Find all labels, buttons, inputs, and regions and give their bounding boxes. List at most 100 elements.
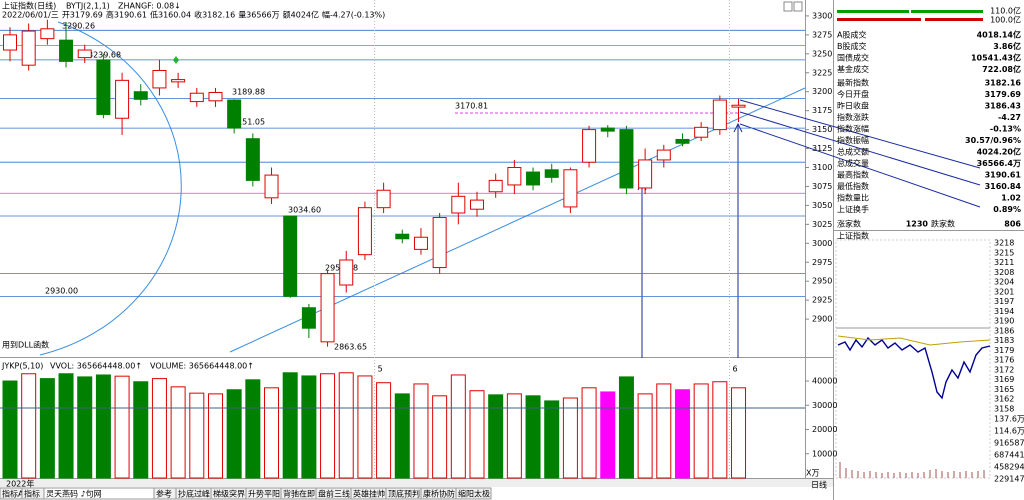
annotation: 3170.81: [455, 102, 488, 111]
mini-price-tick: 3158: [994, 404, 1014, 413]
y-tick-label: 3125: [812, 144, 832, 153]
y-tick-label: 3050: [812, 201, 832, 210]
indicator-value: ZHANGF: 0.08↓: [118, 2, 181, 11]
candle-body: [432, 217, 447, 269]
y-tick-label: 3150: [812, 125, 832, 134]
tab-label[interactable]: 康桥协防: [423, 489, 455, 499]
candle-body: [152, 69, 167, 89]
tab[interactable]: [455, 487, 492, 500]
breadth-label: 跌家数: [931, 219, 955, 229]
y-tick-label: 3275: [812, 30, 832, 39]
button[interactable]: [783, 1, 793, 12]
info-label: 指数涨跌: [837, 112, 869, 122]
mini-price-tick: 3176: [994, 356, 1014, 365]
y-tick-label: 40000: [812, 377, 837, 386]
mini-price-tick: 3194: [994, 307, 1014, 316]
volume-bar: [320, 373, 336, 479]
tab-label[interactable]: 抄底过峰: [178, 489, 210, 499]
info-value: 4024.20亿: [977, 147, 1021, 157]
candle-body: [115, 79, 130, 119]
breadth-value: 1230: [906, 220, 929, 229]
mini-price-tick: 3197: [994, 297, 1014, 306]
mini-title: 上证指数: [837, 231, 869, 241]
volume-bar: [151, 378, 167, 479]
info-label: 指数振幅: [837, 135, 869, 145]
volume-bar: [2, 380, 18, 479]
volume-bar: [264, 387, 280, 479]
volume-bar: [581, 387, 597, 479]
tab-label[interactable]: 灵天燕码 ♪句网: [46, 489, 102, 499]
candle-body: [339, 259, 354, 286]
candle-body: [171, 79, 186, 83]
candle-body: [320, 273, 335, 343]
chart-title: 上证指数(日线): [2, 1, 56, 11]
arrow-line: [739, 123, 981, 208]
amount-bar: [925, 18, 983, 21]
x-year-label: 2022年: [6, 479, 34, 489]
annotation: 3239.68: [88, 51, 121, 60]
y-tick-label: 2900: [812, 315, 832, 324]
candle-body: [3, 34, 17, 51]
volume-bar: [525, 395, 541, 479]
mini-price-tick: 3211: [994, 258, 1014, 267]
x-tick-label: 6: [733, 365, 738, 374]
candle-body: [245, 138, 260, 181]
tab-label[interactable]: 盘前三线: [318, 489, 350, 499]
volume-title: JYKP(5,10): [1, 362, 43, 371]
candle-body: [40, 28, 55, 40]
info-value: 3182.16: [985, 79, 1022, 88]
info-label: A股成交: [837, 30, 866, 40]
tab-label[interactable]: 升势平阳: [248, 489, 280, 499]
candle-body: [264, 174, 279, 199]
y-tick-label: 3300: [812, 11, 832, 20]
volume-bar: [189, 392, 205, 479]
info-value: 30.57/0.96%: [965, 136, 1021, 145]
mini-price-tick: 3204: [994, 278, 1014, 287]
candle-body: [77, 49, 92, 59]
candle-body: [488, 179, 503, 193]
volume-bar: [77, 376, 93, 479]
volume-bar: [39, 378, 55, 479]
mini-price-tick: 3172: [994, 365, 1014, 374]
info-value: 3.86亿: [993, 41, 1021, 51]
tab-label[interactable]: 梯级突界: [213, 489, 245, 499]
breadth-label: 涨家数: [837, 219, 861, 229]
tab-label[interactable]: 参考: [156, 489, 172, 499]
candle-body: [600, 127, 615, 132]
amount-bar-label: 110.0亿: [990, 6, 1021, 16]
mini-price-tick: 3190: [994, 317, 1014, 326]
candle-body: [675, 138, 690, 144]
info-label: 指数量比: [837, 193, 869, 203]
volume-bar: [95, 374, 111, 479]
mini-volume: [839, 462, 985, 478]
volume-subtitle: VVOL: 365664448.00↑: [50, 362, 142, 371]
candle-body: [582, 129, 597, 163]
scroll-strip: [0, 479, 833, 487]
mini-volume-tick: 229147: [994, 475, 1024, 484]
volume-bar: [357, 375, 373, 479]
y-tick-label: 2950: [812, 277, 832, 286]
mini-price-tick: 3169: [994, 375, 1014, 384]
tab-label[interactable]: 顶底预判: [388, 489, 420, 499]
tab-label[interactable]: 指标A: [2, 489, 24, 499]
y-tick-label: 10000: [812, 449, 837, 458]
y-tick-label: 3200: [812, 87, 832, 96]
volume-bar: [450, 374, 466, 479]
volume-bar: [245, 379, 261, 479]
tab-label[interactable]: 背驰在即: [283, 489, 315, 499]
info-value: 722.08亿: [982, 64, 1021, 74]
mini-price-tick: 3215: [994, 248, 1014, 257]
info-value: 3179.69: [985, 90, 1022, 99]
mini-frame: [835, 239, 991, 479]
info-value: -4.27: [998, 113, 1021, 122]
tab-label[interactable]: 英雄挂帅: [353, 489, 385, 499]
button[interactable]: [793, 1, 803, 12]
arc-drawing: [39, 21, 182, 356]
tab-label[interactable]: 缩阳太极: [458, 489, 490, 499]
volume-bar: [170, 386, 186, 479]
tab-label[interactable]: 指标: [24, 489, 40, 499]
candle-body: [638, 159, 653, 189]
volume-bar: [637, 393, 653, 479]
